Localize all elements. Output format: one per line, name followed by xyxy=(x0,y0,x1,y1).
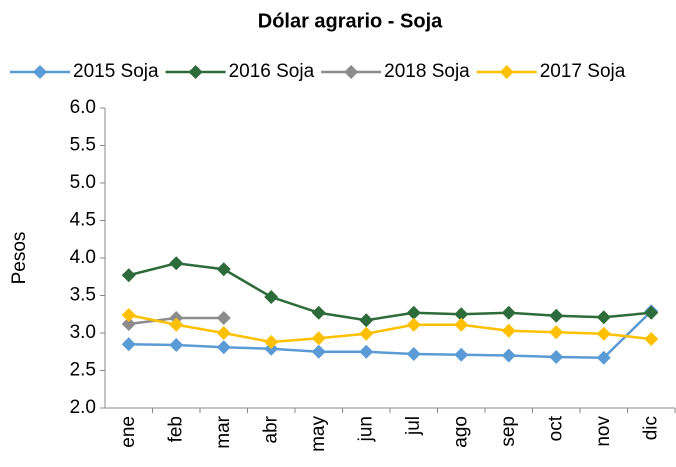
series-marker xyxy=(501,348,516,363)
y-tick-label: 3.5 xyxy=(70,285,96,306)
legend-label: 2017 Soja xyxy=(540,61,626,82)
series-marker xyxy=(359,344,374,359)
y-tick-label: 5.0 xyxy=(70,172,96,193)
y-tick-label: 3.0 xyxy=(70,322,96,343)
series-marker xyxy=(311,305,326,320)
series-marker xyxy=(549,350,564,364)
series-marker xyxy=(596,326,611,341)
y-tick-label: 6.0 xyxy=(70,97,96,118)
series-marker xyxy=(264,335,279,349)
legend-label: 2015 Soja xyxy=(73,61,159,82)
series-marker xyxy=(121,317,136,331)
series-marker xyxy=(596,310,611,325)
series-marker xyxy=(169,338,184,352)
series-marker xyxy=(501,323,516,338)
series-marker xyxy=(264,290,279,304)
x-tick-label: feb xyxy=(165,416,186,442)
chart-title: Dólar agrario - Soja xyxy=(258,10,443,32)
x-tick-label: mar xyxy=(213,415,234,448)
x-tick-label: oct xyxy=(545,415,566,441)
series-marker xyxy=(311,344,326,359)
series-marker xyxy=(121,308,136,322)
series-marker xyxy=(596,350,611,365)
series-line xyxy=(128,310,653,360)
series-marker xyxy=(454,317,469,332)
series-marker xyxy=(216,326,231,340)
series-marker xyxy=(359,326,374,341)
series-marker xyxy=(216,311,231,325)
series-marker xyxy=(406,347,421,361)
series-line xyxy=(128,261,652,322)
series-marker xyxy=(454,347,469,362)
series-marker xyxy=(359,313,374,328)
series-marker xyxy=(501,305,516,320)
x-tick-label: sep xyxy=(498,416,519,447)
x-tick-label: abr xyxy=(260,415,281,443)
x-tick-label: ago xyxy=(450,416,471,448)
series-marker xyxy=(406,305,421,320)
series-marker xyxy=(454,307,469,322)
y-tick-label: 5.5 xyxy=(70,135,96,156)
legend-label: 2016 Soja xyxy=(229,61,315,82)
series-marker xyxy=(121,337,136,352)
series-marker xyxy=(311,331,326,346)
series-marker xyxy=(169,256,184,271)
series-marker xyxy=(216,262,231,277)
series-marker xyxy=(549,308,564,323)
y-tick-label: 4.0 xyxy=(70,247,96,268)
series-marker xyxy=(216,340,231,355)
series-line xyxy=(128,313,652,344)
x-tick-label: dic xyxy=(640,416,661,440)
y-tick-label: 4.5 xyxy=(70,210,96,231)
series-marker xyxy=(644,332,659,346)
x-tick-label: jun xyxy=(355,416,376,442)
series-marker xyxy=(121,268,136,283)
x-tick-label: nov xyxy=(593,416,614,447)
series-marker xyxy=(549,325,564,340)
series-marker xyxy=(169,317,184,332)
y-axis-label: Pesos xyxy=(9,232,30,285)
legend-marker xyxy=(344,65,359,79)
series-marker xyxy=(644,305,659,320)
legend-label: 2018 Soja xyxy=(384,61,470,82)
x-tick-label: ene xyxy=(118,416,139,448)
x-tick-label: jul xyxy=(403,416,424,436)
legend-marker xyxy=(188,65,203,79)
y-tick-label: 2.0 xyxy=(70,397,96,418)
y-tick-label: 2.5 xyxy=(70,360,96,381)
legend-marker xyxy=(499,65,514,79)
legend-marker xyxy=(33,65,47,79)
x-tick-label: may xyxy=(308,416,329,452)
series-marker xyxy=(406,317,421,332)
